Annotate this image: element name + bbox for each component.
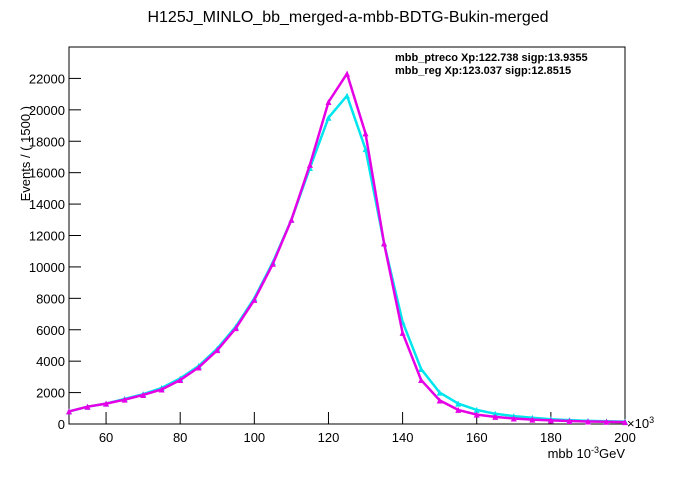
x-tick-label: 180 — [540, 430, 562, 445]
data-point — [140, 391, 147, 398]
y-tick-label: 18000 — [29, 134, 65, 149]
data-point — [214, 347, 221, 354]
data-point — [362, 130, 369, 137]
data-point — [473, 411, 480, 418]
x-tick-label: 60 — [99, 430, 113, 445]
x-tick-label: 140 — [392, 430, 414, 445]
data-point — [84, 403, 91, 410]
y-axis-label: Events / ( 1500 ) — [18, 106, 33, 201]
x-multiplier-text: ×10 — [627, 416, 649, 431]
x-label-sup: -3 — [591, 445, 599, 455]
data-point — [547, 417, 554, 424]
x-tick-label: 160 — [466, 430, 488, 445]
legend-entry: mbb_ptreco Xp:122.738 sigp:13.9355 — [395, 52, 588, 64]
y-tick-label: 10000 — [29, 260, 65, 275]
x-multiplier: ×103 — [627, 415, 654, 431]
data-point — [362, 146, 369, 153]
x-multiplier-sup: 3 — [649, 415, 654, 425]
y-tick-label: 4000 — [36, 354, 65, 369]
data-point — [103, 400, 110, 407]
data-point — [436, 389, 443, 396]
data-point — [603, 418, 610, 425]
data-point — [492, 413, 499, 420]
data-point — [325, 98, 332, 105]
y-tick-label: 6000 — [36, 323, 65, 338]
data-point — [381, 240, 388, 247]
y-tick-label: 22000 — [29, 71, 65, 86]
data-point — [66, 408, 72, 415]
y-tick-label: 14000 — [29, 197, 65, 212]
data-point — [529, 416, 536, 423]
x-tick-label: 200 — [614, 430, 636, 445]
data-point — [195, 364, 202, 371]
data-point — [158, 386, 165, 393]
data-point — [121, 396, 128, 403]
data-point — [418, 366, 425, 373]
data-point — [455, 400, 462, 407]
y-tick-label: 8000 — [36, 291, 65, 306]
y-tick-label: 20000 — [29, 103, 65, 118]
x-tick-label: 80 — [173, 430, 187, 445]
data-point — [399, 329, 406, 336]
y-tick-label: 16000 — [29, 166, 65, 181]
x-tick-label: 120 — [318, 430, 340, 445]
data-point — [436, 397, 443, 404]
data-point — [177, 377, 184, 384]
x-tick-label: 100 — [243, 430, 265, 445]
data-point — [344, 92, 350, 99]
x-axis-label: mbb 10-3GeV — [548, 445, 626, 461]
y-tick-label: 2000 — [36, 386, 65, 401]
data-point — [344, 70, 350, 77]
data-point — [306, 161, 313, 168]
chart-title: H125J_MINLO_bb_merged-a-mbb-BDTG-Bukin-m… — [147, 9, 548, 26]
data-point — [566, 418, 573, 425]
legend-entry: mbb_reg Xp:123.037 sigp:12.8515 — [395, 65, 571, 77]
x-label-text: mbb 10 — [548, 446, 591, 461]
data-point — [455, 406, 462, 413]
x-label-unit: GeV — [599, 446, 625, 461]
data-point — [510, 415, 517, 422]
data-point — [473, 406, 480, 413]
data-point — [251, 296, 258, 303]
data-point — [269, 260, 276, 267]
data-point — [232, 325, 239, 332]
y-tick-label: 0 — [58, 417, 65, 432]
data-point — [584, 418, 591, 425]
data-point — [418, 377, 425, 384]
data-point — [492, 410, 499, 417]
data-point — [325, 114, 332, 121]
y-tick-label: 12000 — [29, 229, 65, 244]
data-point — [622, 419, 628, 426]
data-point — [288, 216, 295, 223]
